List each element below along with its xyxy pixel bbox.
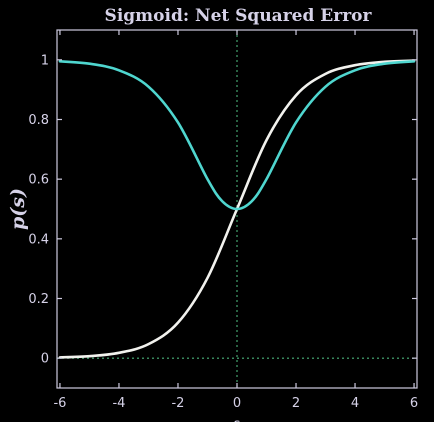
- tick-layer: -6 -4 -2 0 2 4 6 0 0.2 0.4 0.6 0.8 1: [28, 30, 418, 411]
- y-tick-label: 0.6: [28, 173, 49, 188]
- x-tick-label: -6: [53, 396, 66, 411]
- x-tick-label: 2: [292, 396, 300, 411]
- y-tick-label: 0.8: [28, 113, 49, 128]
- x-tick-label: 6: [410, 396, 418, 411]
- y-axis-label: p(s): [7, 188, 29, 230]
- chart-title: Sigmoid: Net Squared Error: [105, 6, 373, 26]
- reference-lines: [57, 30, 417, 388]
- y-tick-label: 0.2: [28, 292, 49, 307]
- x-tick-label: 0: [233, 396, 241, 411]
- y-tick-label: 0.4: [28, 232, 49, 247]
- series-line-2: [58, 60, 416, 211]
- x-tick-label: -2: [171, 396, 184, 411]
- x-tick-label: -4: [112, 396, 125, 411]
- x-tick-label: 4: [351, 396, 359, 411]
- y-tick-label: 0: [41, 352, 49, 367]
- series-layer: [58, 59, 416, 359]
- x-axis-label: s: [234, 417, 241, 422]
- y-tick-label: 1: [41, 53, 49, 68]
